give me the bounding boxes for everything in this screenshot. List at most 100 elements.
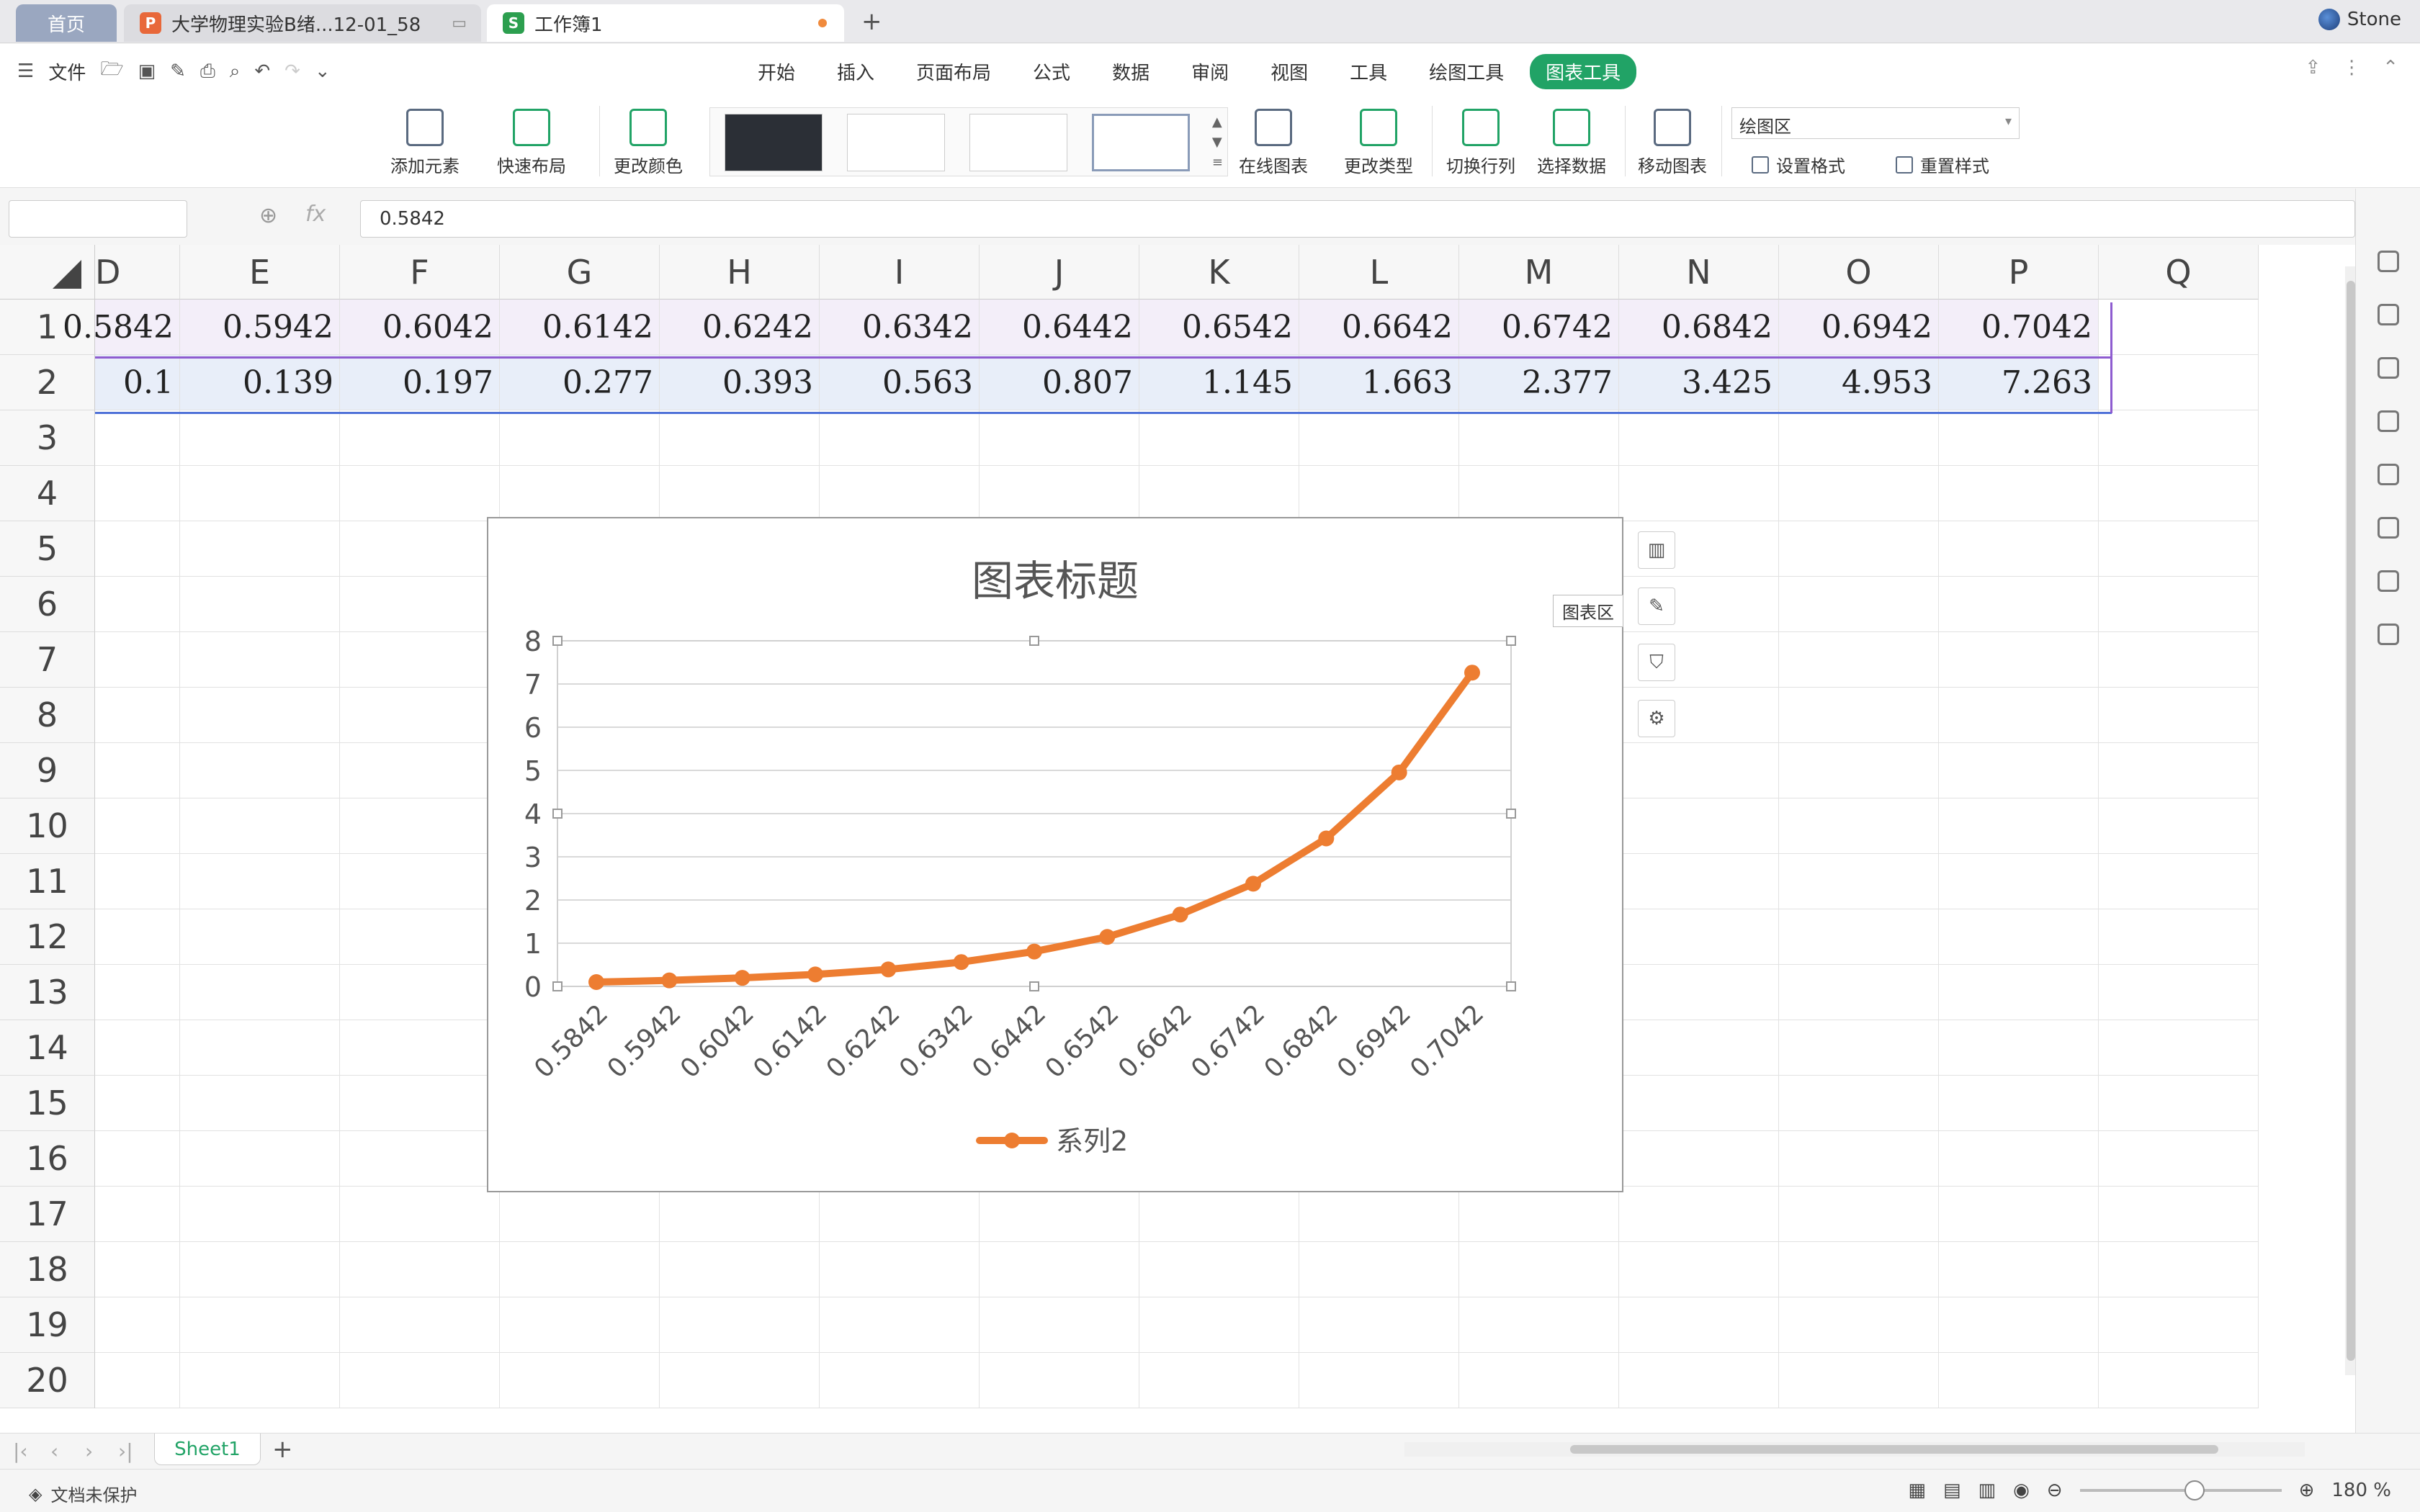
cell[interactable] [1939,521,2099,577]
cell[interactable] [340,466,500,521]
image-icon[interactable] [2378,624,2399,645]
cell[interactable] [95,577,180,632]
column-header[interactable]: D [95,245,180,300]
format-painter-icon[interactable]: ✎ [170,60,186,82]
quick-layout-button[interactable]: 快速布局 [497,109,566,177]
column-header[interactable]: G [500,245,660,300]
chart-style-4[interactable] [1092,114,1190,171]
cell[interactable] [1139,1297,1299,1353]
cell[interactable] [95,909,180,965]
cell[interactable] [1779,466,1939,521]
cell[interactable] [660,466,820,521]
cell[interactable] [1779,1353,1939,1408]
cell[interactable] [1939,466,2099,521]
tab-document[interactable]: P 大学物理实验B绪...12-01_58 ▭ [124,4,481,42]
more-icon[interactable]: ⋮ [2342,57,2361,78]
cell[interactable]: 0.6042 [340,300,500,355]
last-sheet-icon[interactable]: ›| [118,1439,133,1463]
cell[interactable] [2099,300,2259,355]
eye-protection-icon[interactable]: ◉ [2013,1480,2030,1501]
cell[interactable] [2099,632,2259,688]
row-header[interactable]: 7 [0,632,95,688]
cell[interactable] [1139,410,1299,466]
cell[interactable] [340,1297,500,1353]
cell[interactable] [1939,688,2099,743]
zoom-slider-knob[interactable] [2184,1480,2205,1500]
row-header[interactable]: 6 [0,577,95,632]
cell[interactable] [1619,466,1779,521]
cell[interactable] [820,410,980,466]
cursor-icon[interactable] [2378,410,2399,432]
row-header[interactable]: 12 [0,909,95,965]
cell[interactable] [1619,1076,1779,1131]
cell[interactable] [1939,965,2099,1020]
row-header[interactable]: 20 [0,1353,95,1408]
column-header[interactable]: Q [2099,245,2259,300]
cell[interactable] [1939,1076,2099,1131]
print-preview-icon[interactable]: ⌕ [230,60,241,83]
cell[interactable] [1939,1242,2099,1297]
page-layout-view-icon[interactable]: ▤ [1943,1480,1961,1501]
cell[interactable] [1939,1353,2099,1408]
cell[interactable] [1619,1353,1779,1408]
cell[interactable] [500,410,660,466]
chart-style-3[interactable] [969,114,1067,171]
column-header[interactable]: I [820,245,980,300]
move-chart-button[interactable]: 移动图表 [1638,109,1707,177]
first-sheet-icon[interactable]: |‹ [13,1439,28,1463]
cell[interactable] [2099,410,2259,466]
row-header[interactable]: 3 [0,410,95,466]
menu-item[interactable]: 视图 [1255,54,1324,89]
transfer-icon[interactable] [2378,517,2399,539]
cell[interactable]: 0.139 [180,355,340,410]
cell[interactable] [1299,466,1459,521]
cell[interactable] [1619,1131,1779,1187]
cell[interactable] [340,632,500,688]
cell[interactable] [1779,909,1939,965]
cell[interactable] [1779,688,1939,743]
open-folder-icon[interactable]: 🗁 [100,55,123,87]
cell[interactable] [180,743,340,798]
chart-style-1[interactable] [725,114,823,171]
normal-view-icon[interactable]: ▦ [1908,1480,1926,1501]
cell[interactable] [1619,1020,1779,1076]
change-color-button[interactable]: 更改颜色 [614,109,683,177]
cell[interactable] [1459,1353,1619,1408]
cell[interactable] [1779,410,1939,466]
cell[interactable] [2099,466,2259,521]
cell[interactable] [1619,854,1779,909]
cell[interactable] [1619,1242,1779,1297]
cell[interactable] [2099,1297,2259,1353]
cell[interactable] [2099,1353,2259,1408]
cell[interactable] [1619,965,1779,1020]
cell[interactable]: 0.7042 [1939,300,2099,355]
cell[interactable] [980,1297,1139,1353]
user-account[interactable]: Stone [2318,9,2401,30]
cell[interactable] [340,798,500,854]
cell[interactable] [2099,688,2259,743]
cell[interactable]: 3.425 [1619,355,1779,410]
cell[interactable] [95,1131,180,1187]
undo-icon[interactable]: ↶ [254,60,270,82]
cell[interactable] [1939,1020,2099,1076]
cell[interactable]: 0.6242 [660,300,820,355]
cell[interactable] [1459,1297,1619,1353]
cell[interactable] [180,632,340,688]
cell[interactable] [1779,632,1939,688]
cell[interactable] [2099,1076,2259,1131]
gallery-scroll-icon[interactable]: ▲ ▼ ≡ [1212,112,1223,173]
cell[interactable] [500,466,660,521]
cell[interactable] [2099,1020,2259,1076]
cell[interactable]: 4.953 [1779,355,1939,410]
cell[interactable] [2099,521,2259,577]
row-header[interactable]: 15 [0,1076,95,1131]
cell[interactable] [980,410,1139,466]
cell[interactable] [95,1297,180,1353]
menu-item[interactable]: 审阅 [1175,54,1245,89]
horizontal-scrollbar[interactable] [1404,1442,2305,1457]
cell[interactable] [980,466,1139,521]
cell[interactable] [180,798,340,854]
row-header[interactable]: 16 [0,1131,95,1187]
tab-home[interactable]: 首页 [16,4,117,42]
cell[interactable] [1939,909,2099,965]
